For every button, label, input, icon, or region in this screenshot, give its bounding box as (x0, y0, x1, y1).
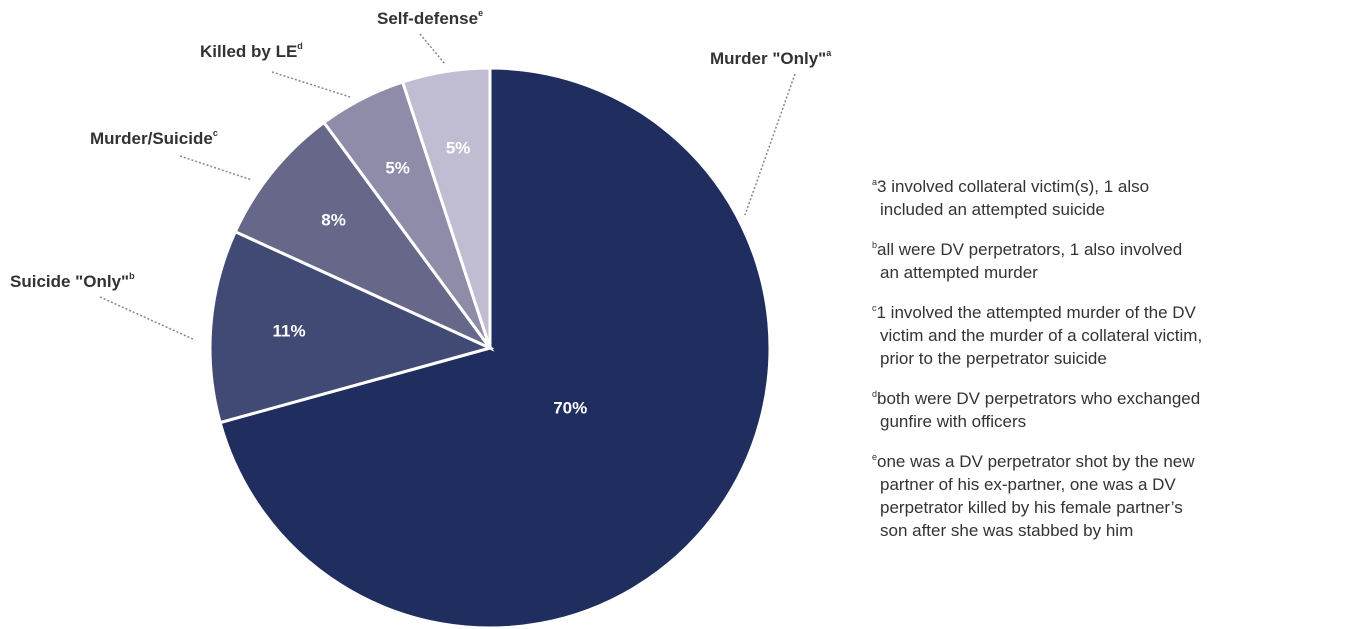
category-label: Self-defensee (377, 8, 483, 28)
footnote: eone was a DV perpetrator shot by the ne… (872, 452, 1195, 471)
pie-slice (218, 66, 772, 629)
category-name: Murder/Suicide (90, 129, 213, 148)
value-label: 70% (553, 399, 587, 418)
leader-line (271, 71, 351, 98)
footnote-marker: e (872, 452, 877, 462)
note-marker: e (478, 8, 483, 18)
category-label: Suicide "Only"b (10, 271, 135, 291)
footnote-text: included an attempted suicide (880, 200, 1105, 219)
footnote: dboth were DV perpetrators who exchanged (872, 389, 1200, 408)
pie-slice (208, 229, 495, 425)
category-name: Self-defense (377, 9, 478, 28)
leader-line (744, 73, 796, 216)
footnote-text: prior to the perpetrator suicide (880, 349, 1107, 368)
footnote-marker: c (872, 303, 877, 313)
category-label: Murder/Suicidec (90, 128, 218, 148)
footnote-text: 1 involved the attempted murder of the D… (877, 303, 1197, 322)
footnote-text: victim and the murder of a collateral vi… (880, 326, 1202, 345)
footnote: an attempted murder (880, 263, 1038, 282)
footnote-text: both were DV perpetrators who exchanged (877, 389, 1200, 408)
footnote: son after she was stabbed by him (880, 521, 1133, 540)
note-marker: c (213, 128, 218, 138)
footnote-text: partner of his ex-partner, one was a DV (880, 475, 1176, 494)
value-label: 5% (385, 158, 410, 177)
footnote: ball were DV perpetrators, 1 also involv… (872, 240, 1182, 259)
footnote: prior to the perpetrator suicide (880, 349, 1107, 368)
footnote: c1 involved the attempted murder of the … (872, 303, 1197, 322)
footnote: perpetrator killed by his female partner… (880, 498, 1183, 517)
footnote-marker: b (872, 240, 877, 250)
footnote-text: one was a DV perpetrator shot by the new (877, 452, 1195, 471)
footnote-text: all were DV perpetrators, 1 also involve… (877, 240, 1182, 259)
category-name: Suicide "Only" (10, 272, 129, 291)
footnote: gunfire with officers (880, 412, 1026, 431)
note-marker: b (129, 271, 135, 281)
footnote: a3 involved collateral victim(s), 1 also (872, 177, 1149, 196)
value-label: 11% (272, 322, 305, 341)
leader-line (99, 296, 196, 341)
category-name: Murder "Only" (710, 49, 826, 68)
leader-line (179, 155, 253, 181)
pie-slice (400, 66, 492, 349)
footnote-marker: d (872, 389, 877, 399)
footnote-text: son after she was stabbed by him (880, 521, 1133, 540)
pie-slice (233, 120, 495, 352)
footnote-marker: a (872, 177, 877, 187)
footnote-text: gunfire with officers (880, 412, 1026, 431)
value-label: 5% (446, 138, 471, 157)
footnote-text: 3 involved collateral victim(s), 1 also (877, 177, 1149, 196)
category-label: Killed by LEd (200, 41, 303, 61)
category-label: Murder "Only"a (710, 48, 832, 68)
note-marker: d (297, 41, 303, 51)
note-marker: a (826, 48, 832, 58)
footnote: included an attempted suicide (880, 200, 1105, 219)
category-name: Killed by LE (200, 42, 297, 61)
footnote: partner of his ex-partner, one was a DV (880, 475, 1176, 494)
footnote: victim and the murder of a collateral vi… (880, 326, 1202, 345)
footnote-text: an attempted murder (880, 263, 1038, 282)
leader-line (419, 33, 446, 65)
footnote-text: perpetrator killed by his female partner… (880, 498, 1183, 517)
value-label: 8% (321, 210, 346, 229)
